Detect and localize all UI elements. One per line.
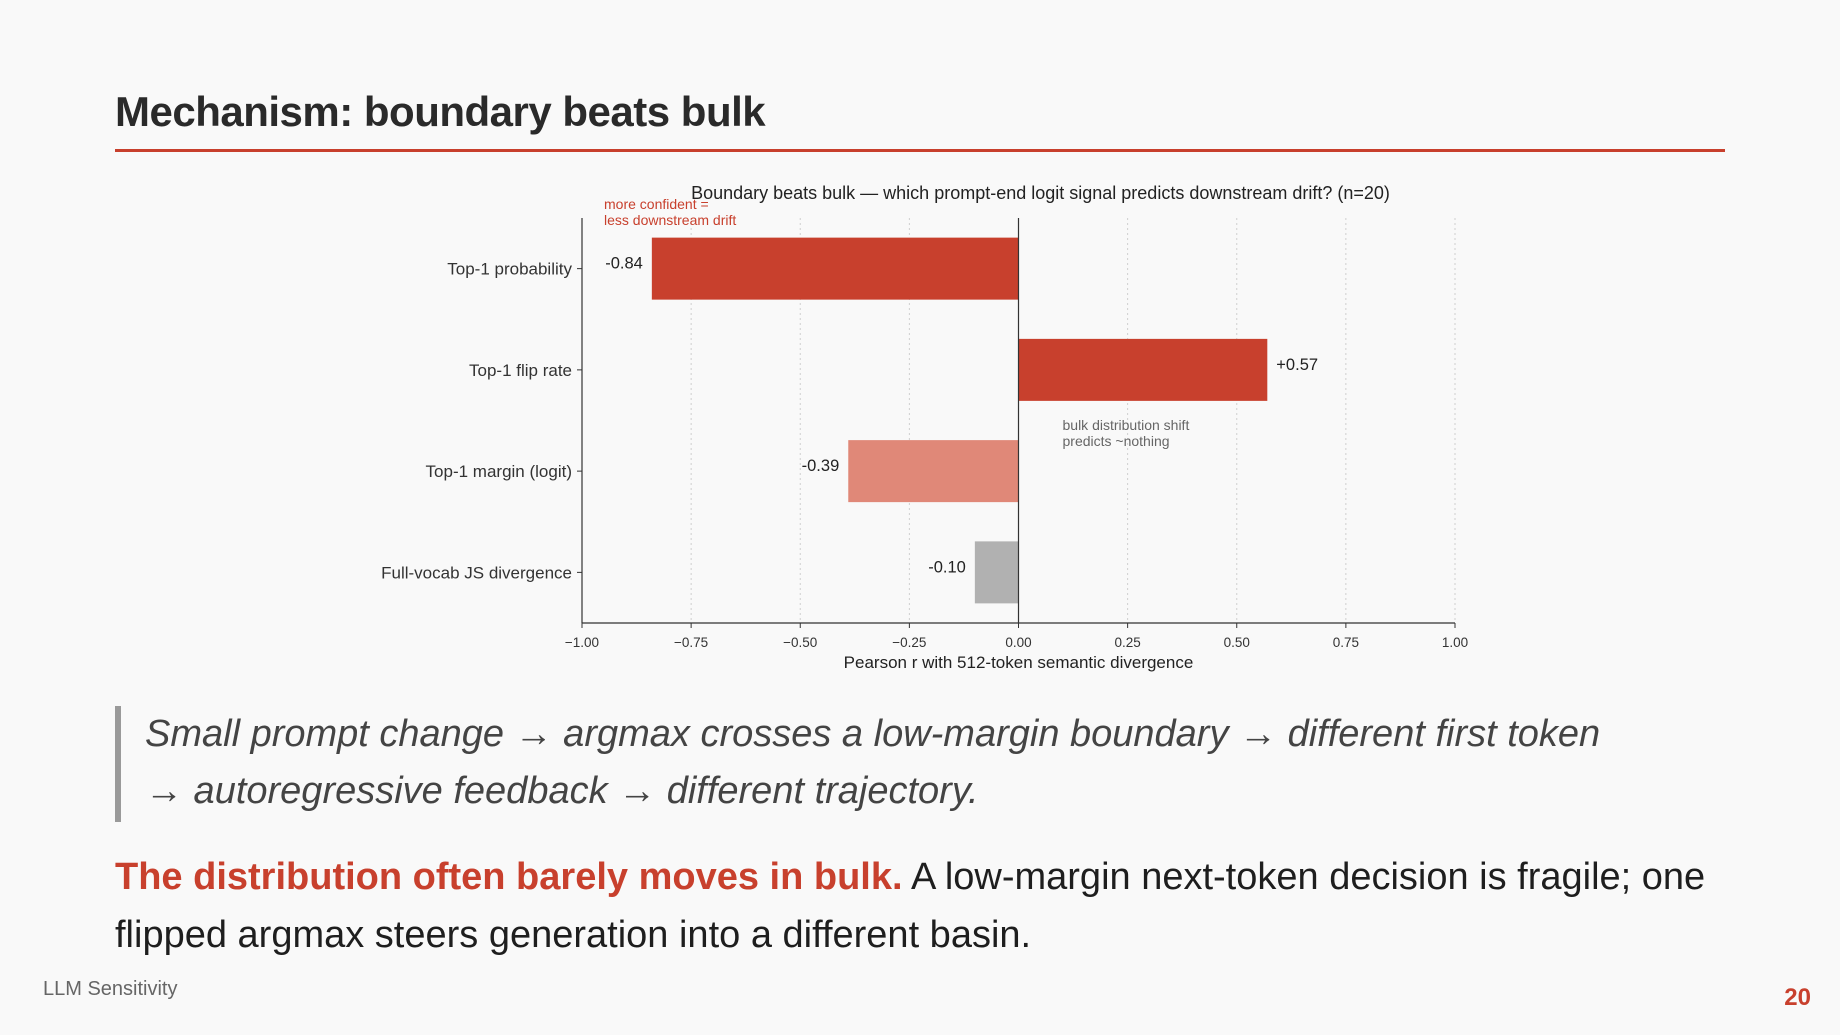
value-label: -0.39	[802, 457, 840, 475]
bar	[651, 237, 1019, 300]
chart-title: Boundary beats bulk — which prompt-end l…	[691, 183, 1390, 203]
mechanism-quote: Small prompt change → argmax crosses a l…	[115, 706, 1735, 822]
category-label: Top-1 margin (logit)	[426, 462, 572, 481]
bar	[974, 541, 1019, 604]
title-divider	[115, 149, 1725, 152]
page-title: Mechanism: boundary beats bulk	[115, 88, 766, 135]
page-number: 20	[1784, 984, 1811, 1011]
x-tick-label: −0.50	[783, 635, 817, 650]
bar	[848, 440, 1019, 503]
x-tick-label: 0.75	[1333, 635, 1359, 650]
annotation-bulk-shift: bulk distribution shift	[1063, 417, 1190, 433]
x-axis-label: Pearson r with 512-token semantic diverg…	[844, 653, 1194, 672]
annotation-confidence: more confident =	[604, 196, 709, 212]
value-label: -0.10	[928, 558, 966, 576]
x-tick-label: 0.25	[1114, 635, 1140, 650]
value-label: +0.57	[1276, 356, 1318, 374]
x-tick-label: 1.00	[1442, 635, 1468, 650]
quote-line-2: → autoregressive feedback → different tr…	[145, 770, 979, 812]
category-label: Top-1 probability	[447, 260, 572, 279]
takeaway-body: A low-margin next-token decision is frag…	[115, 856, 1706, 956]
x-tick-label: −0.75	[674, 635, 708, 650]
footer-deck-name: LLM Sensitivity	[43, 978, 178, 1000]
bar	[1018, 338, 1268, 401]
category-label: Top-1 flip rate	[469, 361, 572, 380]
takeaway-emphasis: The distribution often barely moves in b…	[115, 856, 903, 898]
value-label: -0.84	[605, 255, 643, 273]
x-tick-label: −0.25	[892, 635, 926, 650]
annotation-bulk-shift: predicts ~nothing	[1063, 433, 1170, 449]
category-label: Full-vocab JS divergence	[381, 563, 572, 582]
quote-line-1: Small prompt change → argmax crosses a l…	[145, 713, 1601, 755]
takeaway-text: The distribution often barely moves in b…	[115, 848, 1755, 964]
annotation-confidence: less downstream drift	[604, 212, 736, 228]
chart: Boundary beats bulk — which prompt-end l…	[381, 183, 1468, 672]
x-tick-label: 0.50	[1224, 635, 1250, 650]
x-tick-label: −1.00	[565, 635, 599, 650]
x-tick-label: 0.00	[1005, 635, 1031, 650]
